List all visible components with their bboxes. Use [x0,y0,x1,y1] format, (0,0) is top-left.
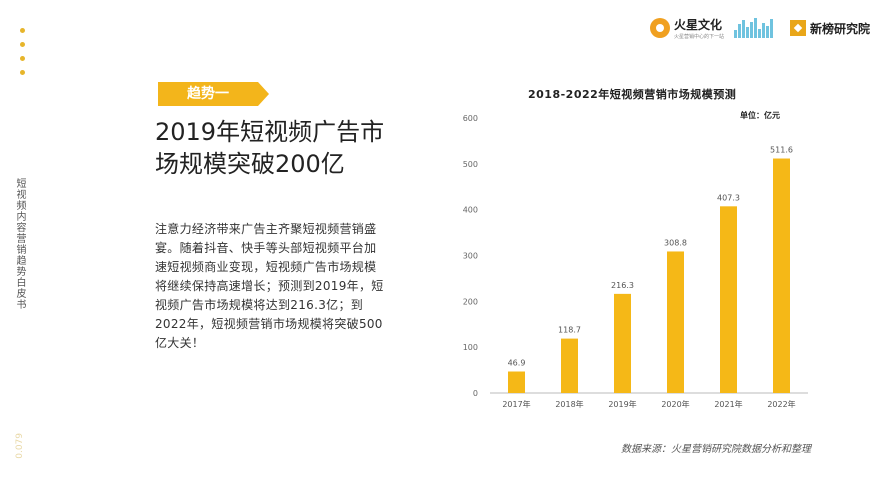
trend-label: 趋势一 [187,86,229,102]
chart-unit: 单位：亿元 [740,111,780,120]
y-tick-label: 300 [463,252,478,261]
bar-value-label: 118.7 [558,326,581,335]
bar [667,251,684,393]
y-tick-label: 200 [463,297,478,306]
xinbang-logo-name: 新榜研究院 [809,21,870,36]
y-tick-label: 0 [473,389,478,398]
page-number: 0.079 [15,433,25,459]
x-tick-label: 2021年 [714,399,742,409]
trend-tag: 趋势一 [158,82,269,106]
bar-chart: 0 100 200 300 400 500 600 46.9 2017年 118.7 2018年 21… [463,114,808,409]
sidebar-report-title: 短视频内容营销趋势白皮书 [14,178,25,310]
huoxing-logo-icon [649,18,670,38]
bar-value-label: 308.8 [664,238,687,247]
y-tick-label: 500 [463,160,478,169]
body-line: 亿大关！ [155,336,205,350]
body-line: 宴。随着抖音、快手等头部短视频平台加 [155,241,377,255]
y-tick-label: 400 [463,206,478,215]
y-tick-label: 100 [463,343,478,352]
bar-value-label: 407.3 [717,193,740,202]
body-line: 视频广告市场规模将达到216.3亿；到 [155,298,364,312]
x-tick-label: 2020年 [661,399,689,409]
x-tick-label: 2022年 [767,399,795,409]
decorative-dots [20,28,25,84]
bar [614,293,631,393]
headline-line: 场规模突破200亿 [155,150,345,178]
bar [773,158,790,393]
bar-value-label: 511.6 [770,146,793,155]
x-tick-label: 2018年 [555,399,583,409]
huoxing-logo-tagline: 火星营销中心的下一站 [673,34,724,40]
logo-xinbang: 新榜研究院 [789,20,870,37]
data-source: 数据来源：火星营销研究院数据分析和整理 [621,444,811,455]
tag-arrow-shape [158,82,269,106]
bar-value-label: 46.9 [508,359,526,368]
bar [508,371,525,393]
body-line: 注意力经济带来广告主齐聚短视频营销盛 [155,222,377,236]
huoxing-logo-name: 火星文化 [673,18,722,32]
y-tick-label: 600 [463,114,478,123]
xinbang-logo-icon [789,20,806,36]
logo-bar: 火星文化 火星营销中心的下一站 新榜研究院 [649,16,870,40]
chart-title: 2018-2022年短视频营销市场规模预测 [528,88,737,101]
body-line: 将继续保持高速增长；预测到2019年，短 [155,279,384,293]
bar-value-label: 216.3 [611,281,634,290]
bar [561,338,578,393]
x-tick-label: 2019年 [608,399,636,409]
body-line: 2022年，短视频营销市场规模将突破500 [155,317,383,331]
body-line: 速短视频商业变现，短视频广告市场规模 [155,260,377,274]
bar [720,206,737,393]
logo-huoxing: 火星文化 火星营销中心的下一站 [649,16,724,40]
x-tick-label: 2017年 [502,399,530,409]
body-paragraph: 注意力经济带来广告主齐聚短视频营销盛 宴。随着抖音、快手等头部短视频平台加 速短… [155,220,417,353]
partner-logo-icon [733,18,780,38]
headline-line: 2019年短视频广告市 [155,118,385,146]
headline: 2019年短视频广告市 场规模突破200亿 [155,116,395,180]
